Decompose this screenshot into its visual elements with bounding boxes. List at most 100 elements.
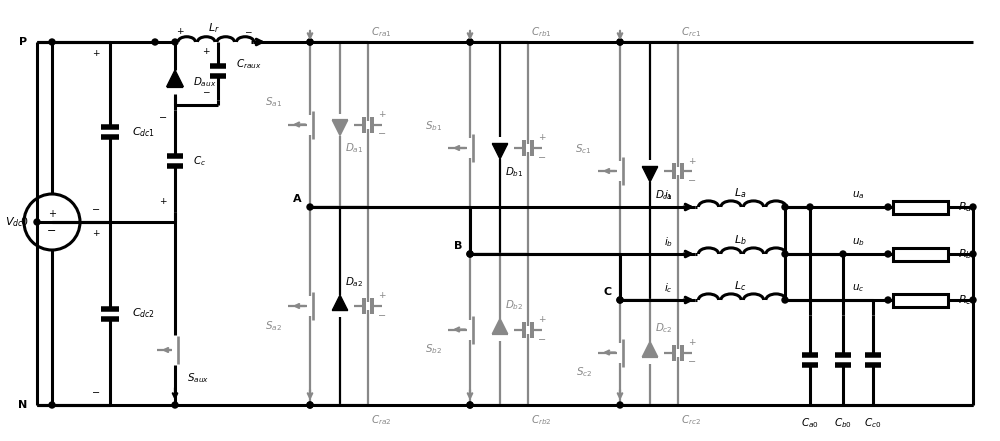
Text: $S_{a1}$: $S_{a1}$ bbox=[265, 96, 282, 109]
Circle shape bbox=[307, 402, 313, 408]
Text: −: − bbox=[92, 205, 100, 215]
Circle shape bbox=[970, 251, 976, 257]
Text: $C_{ra1}$: $C_{ra1}$ bbox=[371, 25, 392, 39]
Text: $C_{raux}$: $C_{raux}$ bbox=[236, 57, 262, 71]
Circle shape bbox=[307, 402, 313, 408]
Bar bbox=[893, 294, 948, 306]
Text: +: + bbox=[48, 209, 56, 219]
Text: A: A bbox=[293, 194, 302, 204]
Text: +: + bbox=[688, 157, 696, 165]
Text: +: + bbox=[538, 134, 546, 142]
Text: $D_{b2}$: $D_{b2}$ bbox=[505, 299, 523, 312]
Text: $i_c$: $i_c$ bbox=[664, 281, 673, 295]
Text: +: + bbox=[92, 229, 100, 239]
Text: $S_{aux}$: $S_{aux}$ bbox=[187, 371, 209, 385]
Text: −: − bbox=[92, 388, 100, 398]
Text: $D_{b1}$: $D_{b1}$ bbox=[505, 165, 524, 179]
Text: $C_{rb2}$: $C_{rb2}$ bbox=[531, 413, 552, 427]
Text: $C_{rc1}$: $C_{rc1}$ bbox=[681, 25, 701, 39]
Text: $D_{a2}$: $D_{a2}$ bbox=[345, 275, 363, 289]
Text: N: N bbox=[18, 400, 27, 410]
Text: $S_{c2}$: $S_{c2}$ bbox=[576, 366, 592, 379]
Text: $C_{b0}$: $C_{b0}$ bbox=[834, 416, 852, 430]
Text: $D_{c2}$: $D_{c2}$ bbox=[655, 321, 673, 336]
Text: +: + bbox=[378, 110, 386, 119]
Text: $S_{b2}$: $S_{b2}$ bbox=[425, 343, 442, 356]
Circle shape bbox=[467, 251, 473, 257]
Circle shape bbox=[467, 39, 473, 45]
Text: −: − bbox=[47, 226, 57, 236]
Bar bbox=[893, 247, 948, 261]
Circle shape bbox=[49, 402, 55, 408]
Text: −: − bbox=[538, 335, 546, 344]
Text: $L_c$: $L_c$ bbox=[734, 279, 746, 293]
Text: $S_{a2}$: $S_{a2}$ bbox=[265, 319, 282, 333]
Text: $R_a$: $R_a$ bbox=[958, 200, 972, 214]
Circle shape bbox=[970, 204, 976, 210]
Text: $u_c$: $u_c$ bbox=[852, 282, 864, 294]
Circle shape bbox=[172, 402, 178, 408]
Text: −: − bbox=[538, 153, 546, 163]
Text: $i_b$: $i_b$ bbox=[664, 235, 673, 249]
Text: $u_b$: $u_b$ bbox=[852, 236, 864, 248]
Text: −: − bbox=[688, 358, 696, 367]
Circle shape bbox=[617, 39, 623, 45]
Text: $C_c$: $C_c$ bbox=[193, 154, 206, 168]
Circle shape bbox=[885, 297, 891, 303]
Circle shape bbox=[467, 402, 473, 408]
Text: $S_{b1}$: $S_{b1}$ bbox=[425, 119, 442, 133]
Text: −: − bbox=[688, 176, 696, 186]
Text: $u_a$: $u_a$ bbox=[852, 189, 864, 201]
Text: +: + bbox=[202, 48, 210, 56]
Text: $S_{c1}$: $S_{c1}$ bbox=[575, 142, 592, 156]
Text: +: + bbox=[538, 315, 546, 324]
Circle shape bbox=[617, 402, 623, 408]
Text: $C_{rc2}$: $C_{rc2}$ bbox=[681, 413, 701, 427]
Circle shape bbox=[617, 39, 623, 45]
Text: $C_{dc1}$: $C_{dc1}$ bbox=[132, 125, 155, 139]
Polygon shape bbox=[492, 144, 508, 159]
Text: −: − bbox=[159, 113, 167, 123]
Text: B: B bbox=[454, 241, 462, 251]
Text: $C_{ra2}$: $C_{ra2}$ bbox=[371, 413, 392, 427]
Polygon shape bbox=[167, 70, 183, 87]
Circle shape bbox=[885, 251, 891, 257]
Text: +: + bbox=[378, 292, 386, 300]
Text: −: − bbox=[244, 27, 252, 37]
Text: $D_{aux}$: $D_{aux}$ bbox=[193, 75, 216, 89]
Text: −: − bbox=[378, 311, 386, 321]
Circle shape bbox=[885, 204, 891, 210]
Polygon shape bbox=[642, 167, 658, 182]
Text: $C_{rb1}$: $C_{rb1}$ bbox=[531, 25, 552, 39]
Text: C: C bbox=[604, 287, 612, 297]
Circle shape bbox=[782, 251, 788, 257]
Polygon shape bbox=[642, 341, 658, 357]
Text: $V_{dc}$: $V_{dc}$ bbox=[5, 215, 23, 229]
Text: +: + bbox=[159, 198, 167, 206]
Text: $C_{dc2}$: $C_{dc2}$ bbox=[132, 306, 155, 321]
Text: $R_b$: $R_b$ bbox=[958, 247, 972, 261]
Circle shape bbox=[617, 297, 623, 303]
Text: +: + bbox=[92, 49, 100, 59]
Circle shape bbox=[467, 402, 473, 408]
Circle shape bbox=[617, 297, 623, 303]
Circle shape bbox=[307, 39, 313, 45]
Text: 0: 0 bbox=[20, 217, 27, 227]
Text: +: + bbox=[176, 27, 184, 37]
Bar bbox=[893, 201, 948, 213]
Text: −: − bbox=[378, 130, 386, 139]
Circle shape bbox=[467, 251, 473, 257]
Text: $C_{a0}$: $C_{a0}$ bbox=[801, 416, 819, 430]
Text: $L_a$: $L_a$ bbox=[734, 186, 746, 200]
Text: $D_{a1}$: $D_{a1}$ bbox=[345, 142, 363, 155]
Text: −: − bbox=[202, 87, 210, 97]
Polygon shape bbox=[332, 295, 348, 310]
Circle shape bbox=[970, 297, 976, 303]
Text: +: + bbox=[688, 338, 696, 347]
Text: $R_c$: $R_c$ bbox=[958, 293, 972, 307]
Circle shape bbox=[807, 204, 813, 210]
Text: $L_b$: $L_b$ bbox=[734, 233, 746, 247]
Text: $C_{c0}$: $C_{c0}$ bbox=[864, 416, 882, 430]
Circle shape bbox=[782, 204, 788, 210]
Text: P: P bbox=[19, 37, 27, 47]
